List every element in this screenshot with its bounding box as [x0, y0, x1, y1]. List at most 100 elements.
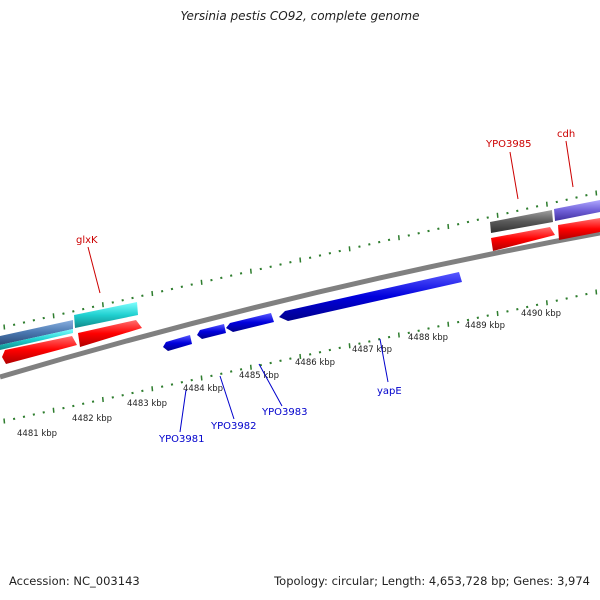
outer-major-tick [348, 246, 351, 252]
gene-yape-arrow[interactable] [279, 272, 462, 321]
inner-minor-tick [12, 417, 16, 421]
inner-minor-tick [476, 316, 480, 320]
outer-minor-tick [338, 249, 341, 253]
gene-label-ypo3983[interactable]: YPO3983 [261, 407, 307, 418]
inner-major-tick [52, 407, 55, 413]
inner-minor-tick [131, 391, 134, 395]
inner-major-tick [595, 289, 598, 295]
feature-cyan-left-a[interactable] [0, 329, 73, 350]
gene-label-glxk[interactable]: glxK [76, 235, 98, 246]
outer-minor-tick [506, 211, 509, 215]
inner-minor-tick [506, 310, 509, 313]
outer-minor-tick [279, 263, 282, 266]
scale-label: 4483 kbp [127, 399, 167, 409]
gene-ypo3983-arrow[interactable] [226, 313, 274, 332]
feature-cyan-glxk[interactable] [74, 302, 138, 328]
reverse-strand-features [163, 272, 462, 351]
inner-minor-tick [328, 348, 332, 352]
scale-label: 4484 kbp [183, 384, 223, 394]
inner-minor-tick [269, 361, 272, 365]
gene-label-cdh[interactable]: cdh [557, 129, 575, 140]
outer-minor-tick [387, 238, 391, 242]
outer-minor-tick [575, 196, 578, 199]
outer-major-tick [496, 212, 499, 218]
genome-backbone [0, 230, 600, 380]
outer-minor-tick [229, 274, 233, 277]
genome-summary-text: Topology: circular; Length: 4,653,728 bp… [274, 574, 590, 588]
outer-minor-tick [210, 278, 213, 282]
cds-red-cdh[interactable] [558, 218, 600, 240]
inner-major-tick [299, 353, 302, 360]
gene-label-ypo3982[interactable]: YPO3982 [210, 421, 256, 432]
outer-major-tick [52, 313, 55, 319]
outer-minor-tick [22, 321, 26, 324]
scale-label: 4488 kbp [408, 333, 448, 343]
outer-major-tick [545, 201, 548, 207]
gene-label-ypo3981[interactable]: YPO3981 [158, 434, 204, 445]
outer-minor-tick [32, 319, 36, 322]
outer-minor-tick [121, 298, 124, 302]
outer-minor-tick [368, 243, 371, 246]
inner-minor-tick [210, 374, 213, 378]
inner-minor-tick [358, 342, 361, 345]
inner-major-tick [101, 396, 104, 403]
outer-minor-tick [259, 267, 263, 271]
inner-minor-tick [318, 350, 322, 354]
outer-major-tick [200, 279, 203, 285]
cds-red-ypo3985[interactable] [491, 227, 555, 251]
outer-minor-tick [170, 287, 174, 291]
outer-major-tick [3, 324, 6, 330]
inner-minor-tick [368, 340, 371, 343]
outer-minor-tick [239, 272, 243, 275]
outer-minor-tick [62, 312, 65, 315]
inner-major-tick [397, 332, 400, 338]
feature-steel-left[interactable] [0, 320, 73, 345]
outer-minor-tick [160, 290, 164, 293]
inner-minor-tick [407, 331, 411, 335]
forward-strand-features [0, 200, 600, 364]
gene-label-yape[interactable]: yapE [377, 386, 402, 397]
cds-red-left[interactable] [2, 336, 77, 364]
outer-minor-tick [220, 276, 223, 280]
outer-minor-tick [466, 220, 470, 224]
outer-minor-tick [525, 207, 529, 210]
outer-major-tick [101, 302, 104, 308]
outer-minor-tick [427, 229, 430, 233]
feature-gray-ypo3985[interactable] [490, 210, 553, 233]
inner-minor-tick [220, 372, 223, 375]
outer-minor-tick [72, 310, 75, 313]
outer-minor-tick [289, 260, 292, 264]
inner-minor-tick [190, 378, 193, 382]
outer-minor-tick [190, 283, 193, 286]
inner-minor-tick [565, 297, 568, 300]
inner-minor-tick [466, 318, 470, 322]
inner-minor-tick [141, 389, 144, 393]
inner-minor-tick [387, 335, 391, 339]
feature-purple-cdh[interactable] [554, 200, 600, 221]
inner-minor-tick [22, 415, 26, 418]
inner-major-tick [348, 343, 351, 349]
inner-minor-tick [516, 307, 519, 311]
outer-minor-tick [407, 234, 411, 237]
inner-minor-tick [575, 295, 578, 298]
gene-ypo3982-arrow[interactable] [197, 324, 226, 339]
outer-minor-tick [486, 216, 489, 219]
outer-minor-tick [111, 301, 115, 304]
gene-ypo3981-arrow[interactable] [163, 335, 192, 351]
cds-red-glxk[interactable] [78, 320, 142, 347]
gene-label-ypo3985[interactable]: YPO3985 [485, 139, 531, 150]
accession-text: Accession: NC_003143 [9, 574, 140, 588]
scale-label: 4481 kbp [17, 429, 57, 439]
outer-major-tick [447, 223, 450, 230]
inner-minor-tick [121, 393, 124, 397]
outer-minor-tick [565, 198, 568, 201]
inner-minor-tick [170, 383, 174, 386]
inner-minor-tick [259, 363, 263, 367]
inner-minor-tick [229, 370, 233, 373]
inner-minor-tick [377, 338, 381, 341]
outer-major-tick [397, 235, 400, 241]
inner-minor-tick [338, 346, 341, 350]
inner-minor-tick [279, 359, 282, 363]
outer-minor-tick [358, 245, 361, 248]
